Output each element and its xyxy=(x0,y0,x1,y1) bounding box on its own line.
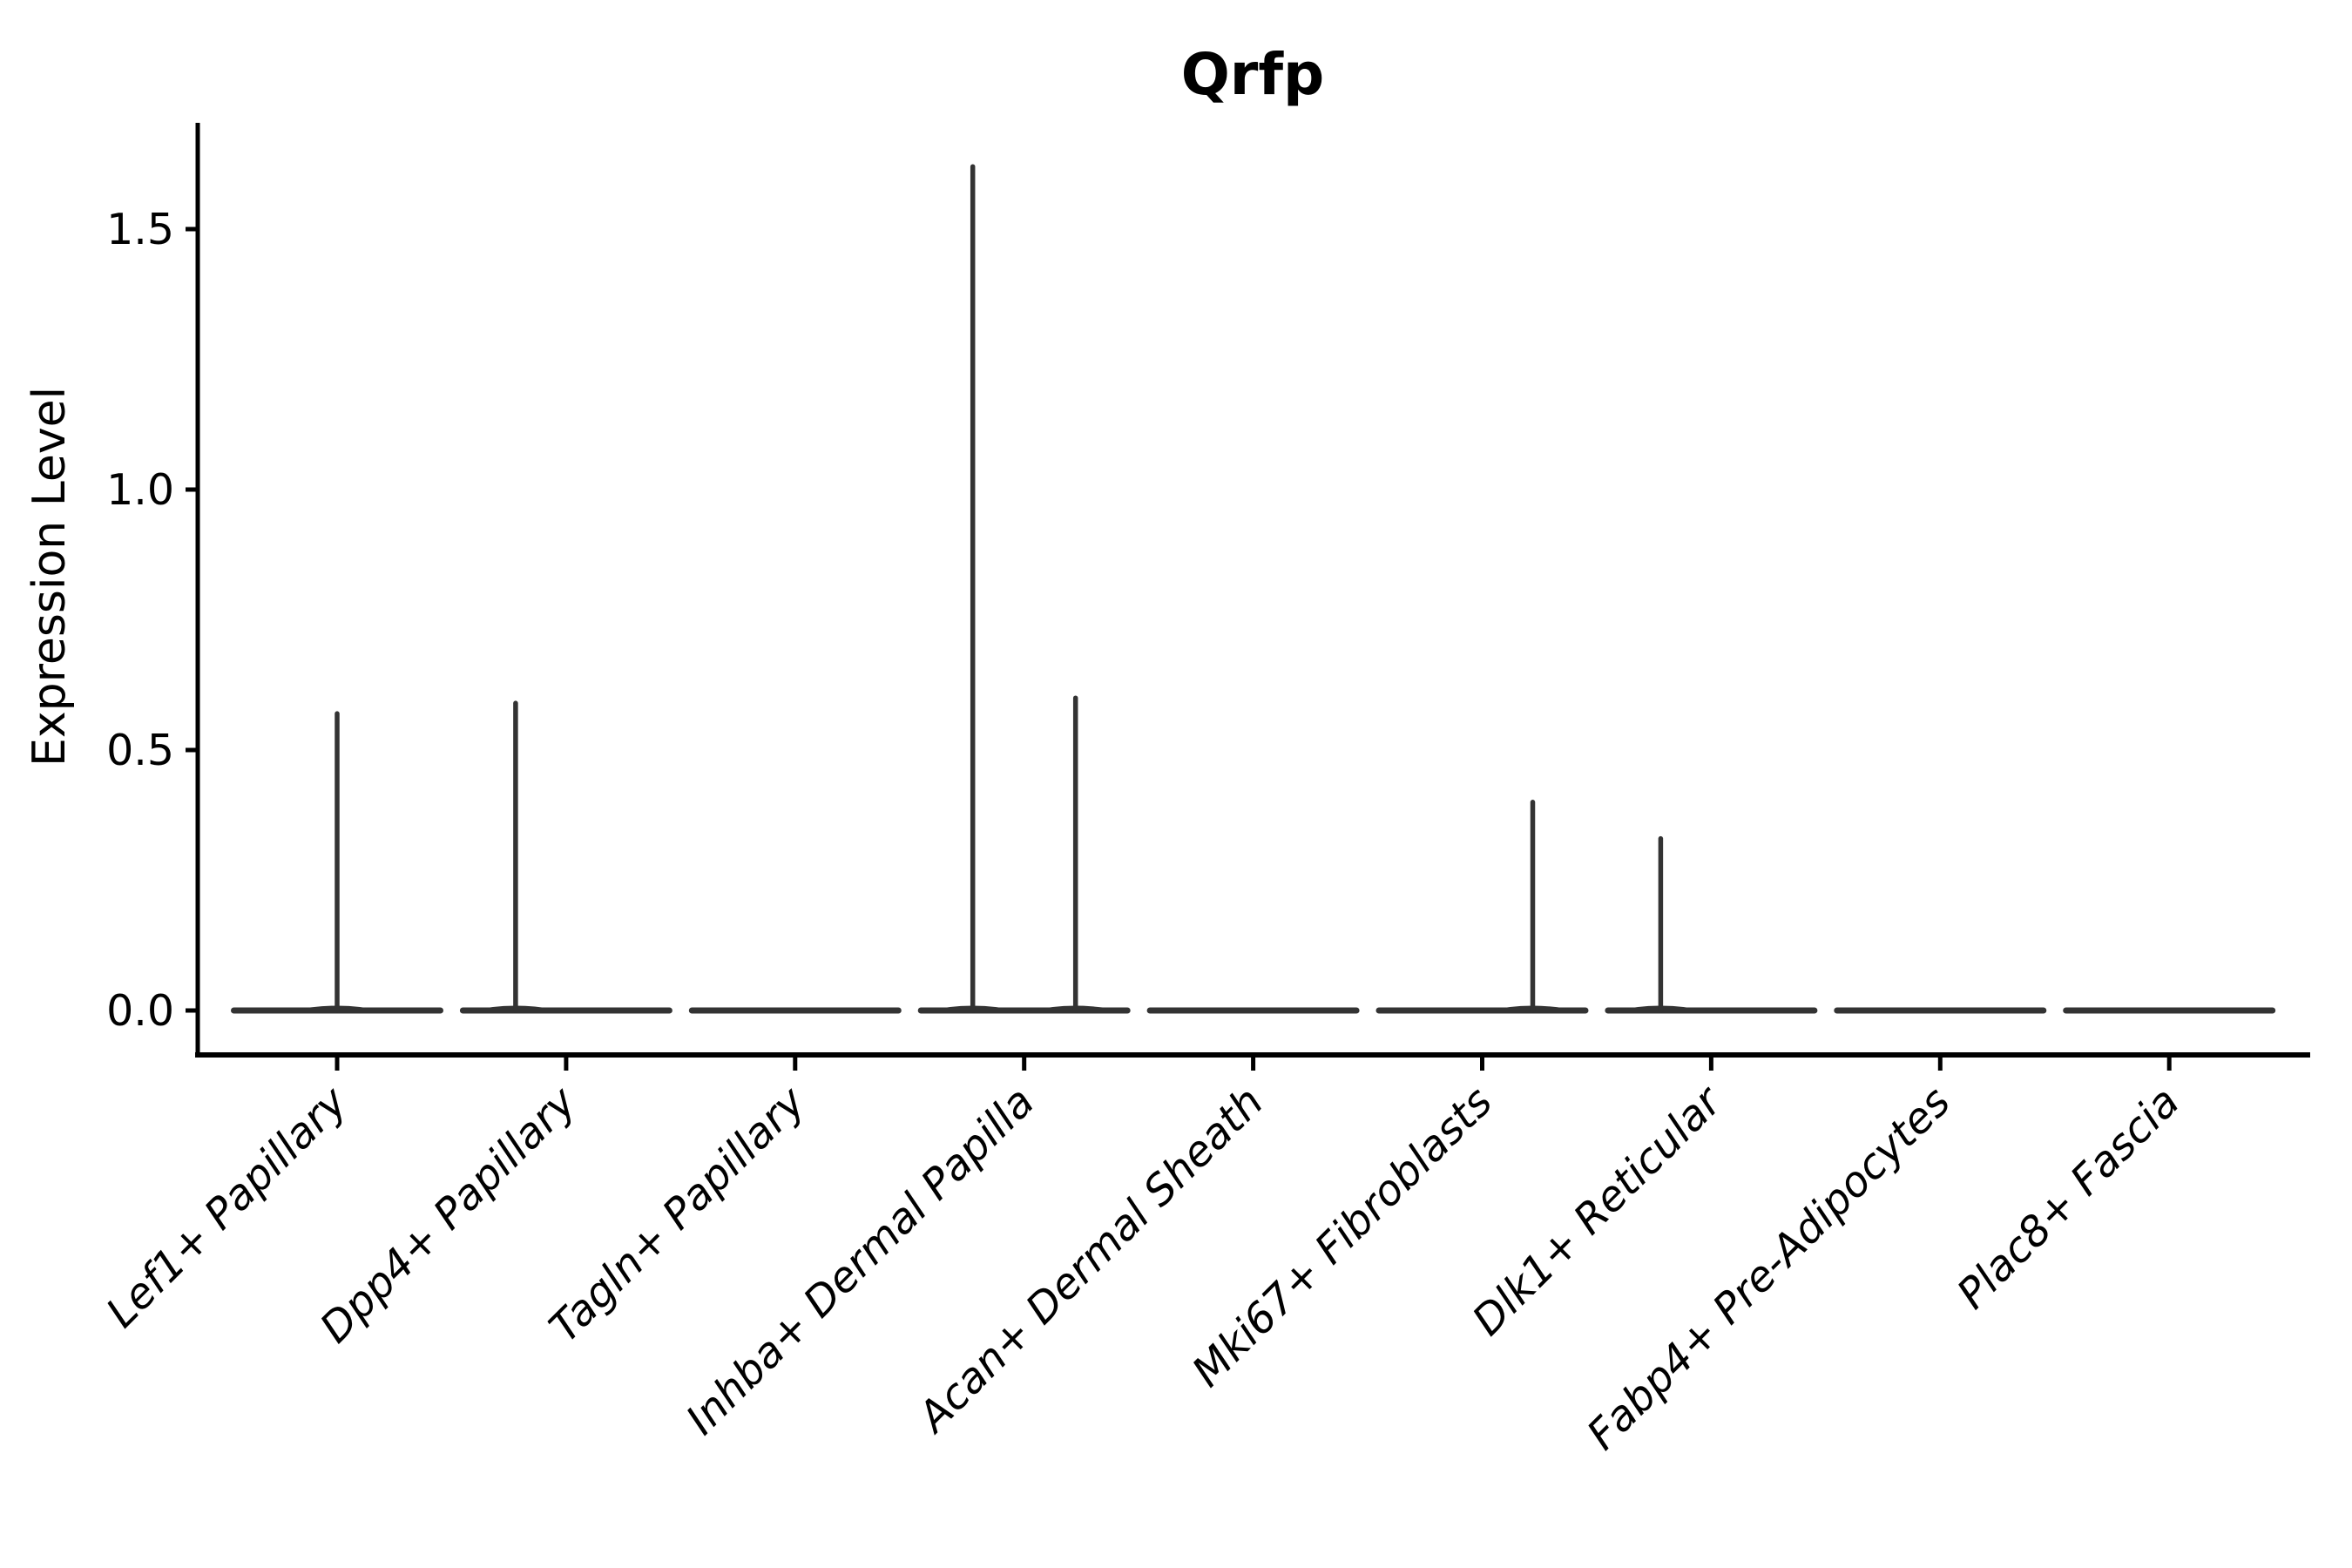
violin-body xyxy=(1146,1007,1360,1014)
violin xyxy=(1834,1007,2047,1014)
violin-body xyxy=(2063,1007,2276,1014)
violin xyxy=(1375,800,1589,1014)
x-tick-label: Fabp4+ Pre-Adipocytes xyxy=(1578,1078,1960,1460)
y-tick-label: 0.5 xyxy=(106,726,174,775)
violin-body xyxy=(1834,1007,2047,1014)
violin xyxy=(688,1007,902,1014)
violin xyxy=(1605,835,1818,1014)
violin xyxy=(1146,1007,1360,1014)
violins xyxy=(231,164,2276,1014)
x-tick-label: Plac8+ Fascia xyxy=(1948,1078,2189,1319)
plot-title: Qrfp xyxy=(1181,41,1325,108)
violin-body xyxy=(688,1007,902,1014)
y-tick-label: 0.0 xyxy=(106,986,174,1036)
violin xyxy=(2063,1007,2276,1014)
y-tick-label: 1.0 xyxy=(106,465,174,515)
violin xyxy=(459,700,672,1014)
violin xyxy=(917,164,1131,1014)
y-tick-label: 1.5 xyxy=(106,205,174,254)
x-tick-label: Dpp4+ Papillary xyxy=(311,1077,586,1352)
y-axis: 0.0 0.5 1.0 1.5 xyxy=(106,123,200,1058)
y-axis-label: Expression Level xyxy=(24,387,76,767)
x-tick-label: Dlk1+ Reticular xyxy=(1463,1076,1734,1346)
x-tick-label: Tagln+ Papillary xyxy=(540,1077,815,1352)
x-tick-label: Lef1+ Papillary xyxy=(97,1077,357,1337)
violin xyxy=(231,711,443,1014)
